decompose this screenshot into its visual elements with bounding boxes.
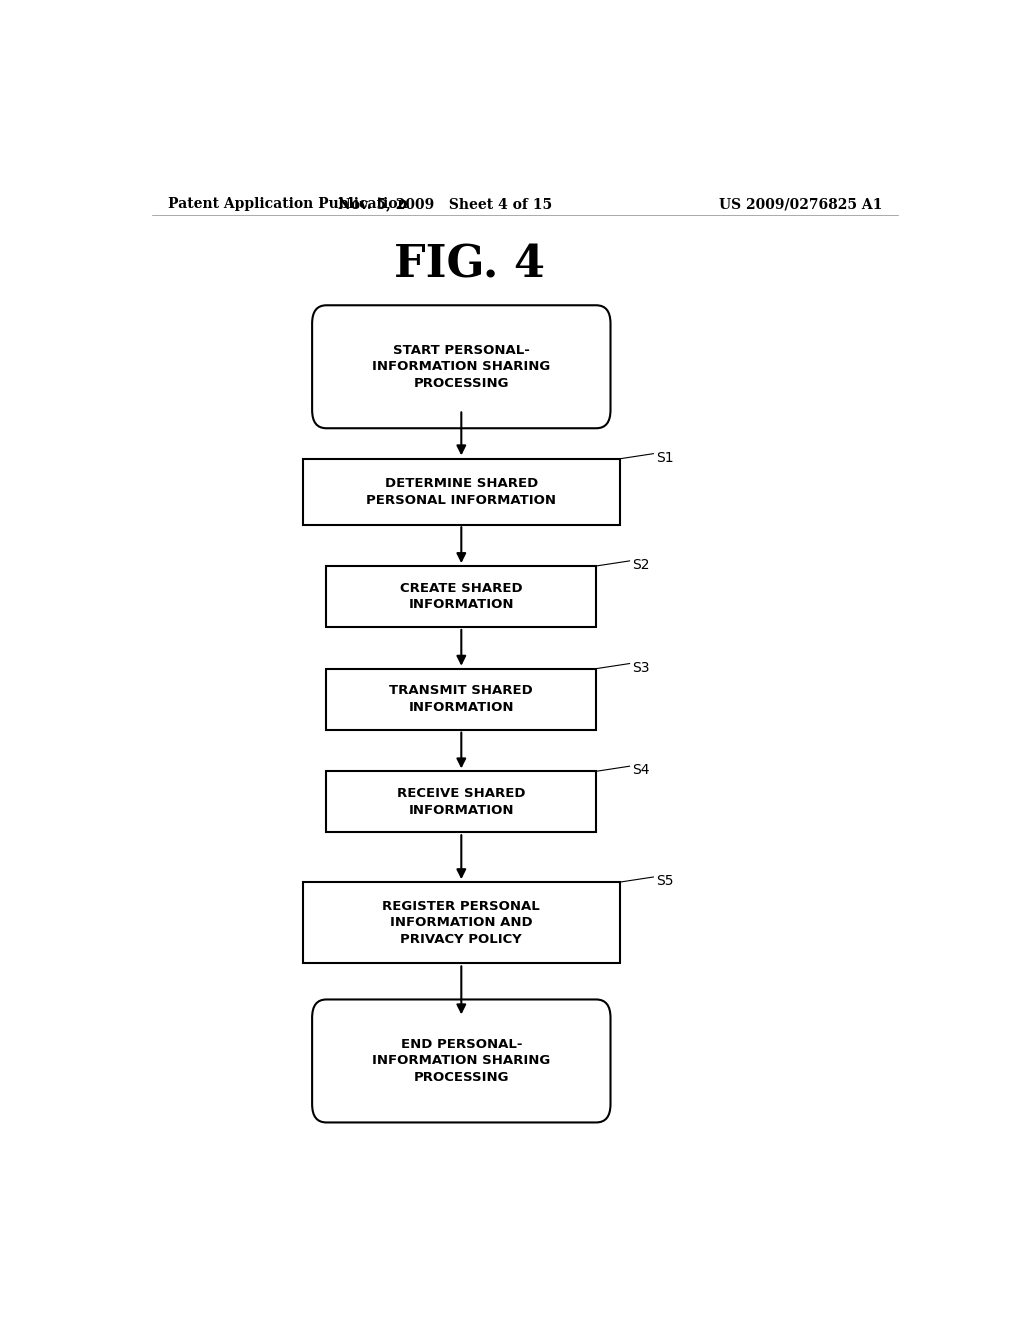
- Text: TRANSMIT SHARED
INFORMATION: TRANSMIT SHARED INFORMATION: [389, 684, 534, 714]
- Text: S1: S1: [655, 450, 674, 465]
- Text: FIG. 4: FIG. 4: [394, 244, 545, 286]
- Text: END PERSONAL-
INFORMATION SHARING
PROCESSING: END PERSONAL- INFORMATION SHARING PROCES…: [372, 1038, 551, 1084]
- FancyBboxPatch shape: [312, 305, 610, 428]
- Text: START PERSONAL-
INFORMATION SHARING
PROCESSING: START PERSONAL- INFORMATION SHARING PROC…: [372, 343, 551, 389]
- Text: Nov. 5, 2009   Sheet 4 of 15: Nov. 5, 2009 Sheet 4 of 15: [338, 197, 553, 211]
- Text: US 2009/0276825 A1: US 2009/0276825 A1: [719, 197, 882, 211]
- Text: Patent Application Publication: Patent Application Publication: [168, 197, 408, 211]
- Text: S4: S4: [632, 763, 649, 777]
- Text: REGISTER PERSONAL
INFORMATION AND
PRIVACY POLICY: REGISTER PERSONAL INFORMATION AND PRIVAC…: [382, 900, 541, 945]
- FancyBboxPatch shape: [312, 999, 610, 1122]
- Bar: [327, 669, 596, 730]
- Bar: [327, 771, 596, 833]
- Bar: [327, 566, 596, 627]
- Bar: [303, 459, 621, 525]
- Text: S3: S3: [632, 660, 649, 675]
- Text: S2: S2: [632, 558, 649, 572]
- Text: RECEIVE SHARED
INFORMATION: RECEIVE SHARED INFORMATION: [397, 787, 525, 817]
- Text: S5: S5: [655, 874, 673, 888]
- Text: CREATE SHARED
INFORMATION: CREATE SHARED INFORMATION: [400, 582, 522, 611]
- Text: DETERMINE SHARED
PERSONAL INFORMATION: DETERMINE SHARED PERSONAL INFORMATION: [367, 477, 556, 507]
- Bar: [303, 882, 621, 964]
